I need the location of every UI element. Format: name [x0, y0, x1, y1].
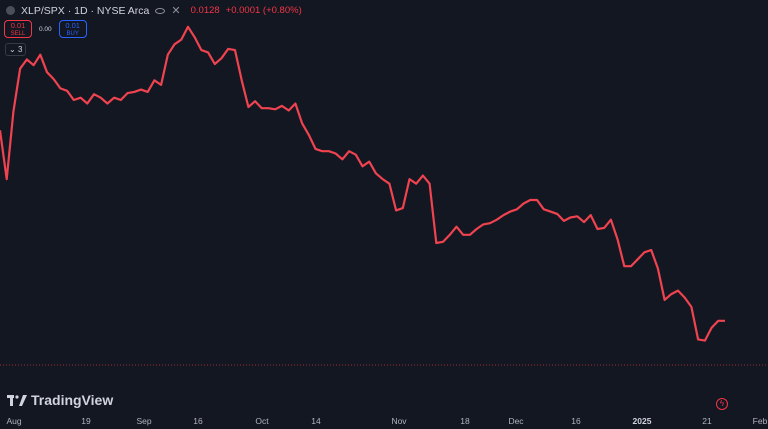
- buy-button[interactable]: 0.01 BUY: [58, 20, 87, 38]
- x-tick-label: Feb: [752, 416, 768, 426]
- lightning-icon[interactable]: ϟ: [716, 398, 728, 410]
- symbol-icon: [6, 6, 15, 15]
- indicators-toggle[interactable]: ⌄ 3: [5, 43, 27, 56]
- buy-label: BUY: [66, 31, 79, 37]
- spread-value: 0.00: [39, 25, 52, 33]
- tradingview-wordmark: TradingView: [31, 392, 114, 408]
- x-tick-label: 19: [81, 416, 91, 426]
- x-tick-label: Nov: [391, 416, 407, 426]
- chevron-down-icon: ⌄: [9, 45, 16, 54]
- symbol-title[interactable]: XLP/SPX · 1D · NYSE Arca: [21, 4, 150, 17]
- x-tick-label: 16: [193, 416, 203, 426]
- buy-value: 0.01: [65, 21, 80, 30]
- x-tick-label: 2025: [632, 416, 652, 426]
- x-tick-label: 18: [460, 416, 470, 426]
- sell-label: SELL: [10, 31, 26, 37]
- sell-value: 0.01: [10, 21, 26, 30]
- series-line[interactable]: [0, 25, 725, 342]
- x-tick-label: Sep: [136, 416, 152, 426]
- x-tick-label: 16: [571, 416, 581, 426]
- x-tick-label: Dec: [508, 416, 524, 426]
- x-tick-label: Aug: [6, 416, 22, 426]
- x-axis[interactable]: Aug 19 Sep 16 Oct 14 Nov 18 Dec 16 2025 21 Feb: [0, 416, 768, 429]
- symbol-legend: XLP/SPX · 1D · NYSE Arca ✕ 0.0128 +0.000…: [6, 4, 302, 17]
- eye-icon[interactable]: [155, 7, 166, 14]
- x-tick-label: Oct: [255, 416, 269, 426]
- trade-panel: 0.01 SELL 0.00 0.01 BUY: [4, 20, 87, 38]
- indicators-count: 3: [17, 45, 23, 54]
- x-tick-label: 14: [311, 416, 321, 426]
- price-change: +0.0001 (+0.80%): [225, 5, 302, 16]
- x-tick-label: 21: [702, 416, 712, 426]
- last-price: 0.0128: [190, 5, 220, 16]
- tradingview-logo[interactable]: TradingView: [7, 392, 113, 408]
- sell-button[interactable]: 0.01 SELL: [4, 20, 32, 38]
- close-icon[interactable]: ✕: [171, 5, 181, 17]
- tradingview-icon: [7, 394, 27, 406]
